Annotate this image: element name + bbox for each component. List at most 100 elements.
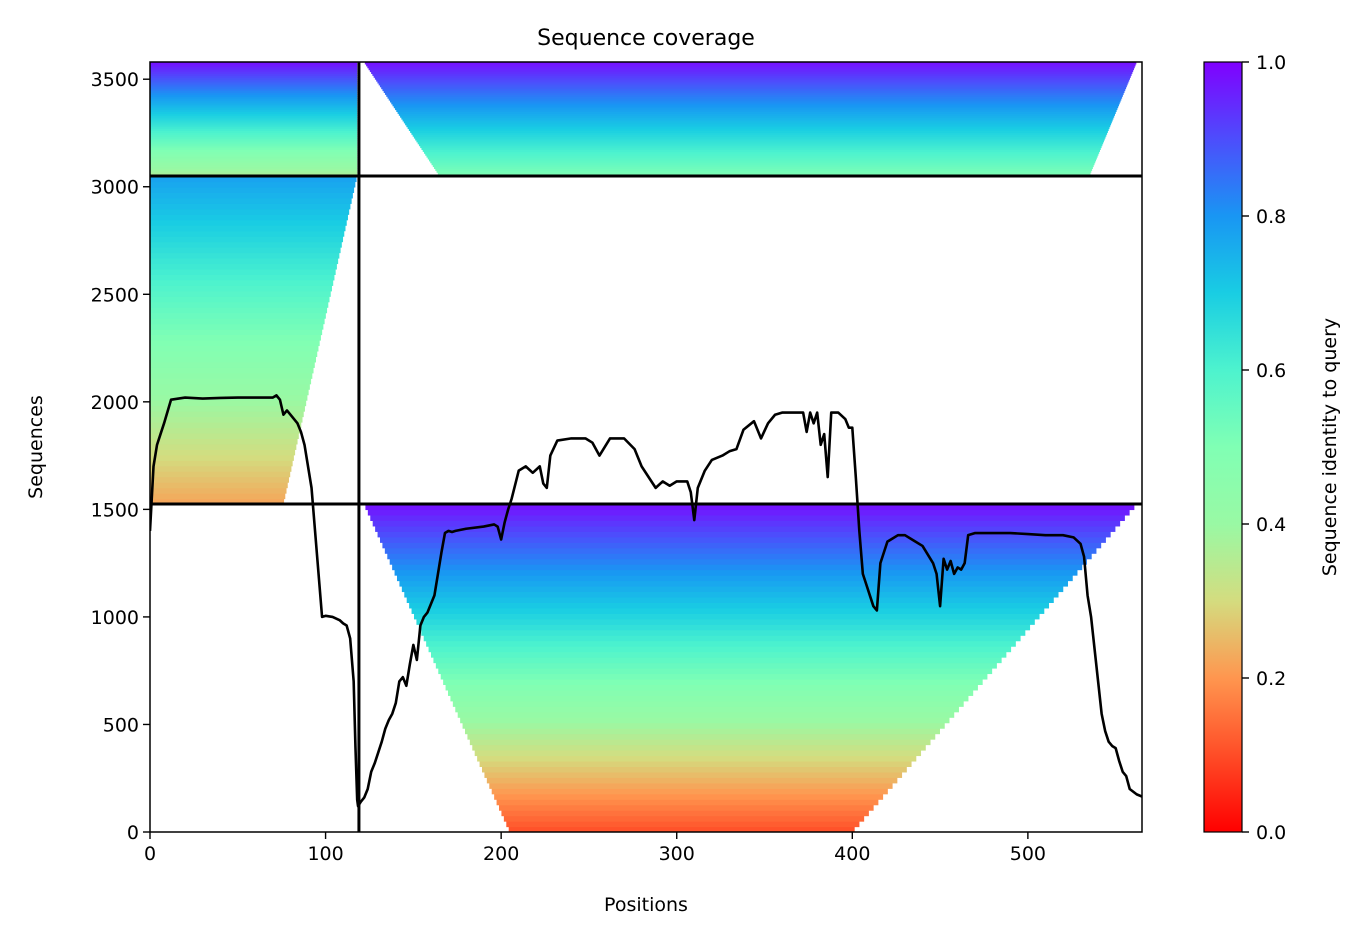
- heatmap-strip: [150, 147, 358, 150]
- heatmap-strip: [150, 117, 358, 120]
- plot-frame: [149, 61, 1143, 833]
- heatmap-strip: [409, 602, 1050, 609]
- heatmap-strip: [375, 525, 1116, 532]
- heatmap-strip: [401, 117, 1114, 120]
- heatmap-strip: [150, 268, 336, 275]
- heatmap-strip: [434, 166, 1093, 169]
- colorbar-tick-label: 1.0: [1256, 52, 1286, 74]
- heatmap-strip: [150, 274, 335, 281]
- heatmap-strip: [388, 98, 1122, 101]
- heatmap-strip: [150, 443, 297, 450]
- heatmap-strip: [399, 580, 1068, 587]
- heatmap-strip: [369, 69, 1134, 73]
- heatmap-strip: [150, 105, 358, 109]
- heatmap-strip: [150, 67, 358, 71]
- heatmap-strip: [392, 103, 1119, 107]
- heatmap-strip: [396, 575, 1073, 582]
- heatmap-strip: [400, 115, 1115, 118]
- heatmap-strip: [150, 168, 358, 171]
- coverage-line: [150, 394, 1142, 808]
- colorbar: 0.0 0.2 0.4 0.6 0.8 1.0 Sequence identity to …: [1203, 52, 1341, 844]
- plot-area: [150, 62, 1142, 832]
- heatmap-strip: [413, 136, 1106, 139]
- heatmap-strip: [432, 164, 1094, 168]
- heatmap-strip: [389, 558, 1087, 565]
- heatmap-strip: [150, 340, 320, 347]
- heatmap-strip: [450, 695, 969, 702]
- heatmap-strip: [379, 84, 1127, 88]
- heatmap-strip: [150, 166, 358, 169]
- heatmap-strip: [150, 145, 358, 149]
- heatmap-strip: [150, 149, 358, 152]
- heatmap-strip: [150, 79, 358, 82]
- x-tick-label: 100: [307, 843, 343, 865]
- heatmap-strip: [150, 100, 358, 103]
- heatmap-strip: [150, 329, 323, 336]
- heatmap-strip: [443, 678, 983, 685]
- heatmap-strip: [150, 301, 329, 308]
- heatmap-strip: [150, 356, 317, 363]
- heatmap-strip: [150, 139, 358, 143]
- heatmap-strip: [150, 82, 358, 86]
- heatmap-strip: [150, 107, 358, 111]
- chart-title: Sequence coverage: [537, 26, 755, 51]
- heatmap-strip: [431, 162, 1095, 166]
- heatmap-strip: [150, 493, 286, 500]
- heatmap-strip: [479, 760, 912, 767]
- heatmap-strip: [426, 640, 1016, 647]
- heatmap-strip: [378, 82, 1128, 86]
- heatmap-strip: [365, 504, 1135, 511]
- colorbar-label: Sequence identity to query: [1319, 318, 1341, 576]
- heatmap-strip: [467, 733, 936, 740]
- heatmap-strip: [150, 247, 341, 254]
- heatmap-strip: [150, 454, 294, 461]
- heatmap-strip: [150, 69, 358, 73]
- heatmap-strip: [403, 120, 1112, 124]
- heatmap-strip: [416, 618, 1035, 625]
- y-tick-label: 1500: [91, 499, 139, 521]
- heatmap-strip: [150, 263, 337, 270]
- heatmap-strip: [376, 79, 1130, 82]
- heatmap-strip: [150, 197, 352, 204]
- heatmap-strip: [408, 128, 1109, 131]
- heatmap-strip: [150, 126, 358, 130]
- heatmap-layer: [150, 62, 1137, 832]
- y-tick-label: 3500: [91, 69, 139, 91]
- heatmap-strip: [384, 92, 1124, 95]
- heatmap-strip: [150, 258, 339, 265]
- heatmap-strip: [150, 164, 358, 168]
- heatmap-strip: [150, 241, 342, 248]
- heatmap-strip: [150, 383, 310, 390]
- heatmap-strip: [417, 141, 1104, 145]
- heatmap-strip: [150, 203, 351, 210]
- heatmap-strip: [438, 668, 993, 675]
- colorbar-ticks: 0.0 0.2 0.4 0.6 0.8 1.0: [1242, 52, 1286, 844]
- y-axis-label: Sequences: [25, 395, 47, 499]
- heatmap-strip: [150, 73, 358, 76]
- heatmap-strip: [404, 591, 1059, 598]
- heatmap-strip: [150, 181, 356, 188]
- heatmap-strip: [503, 815, 865, 822]
- heatmap-strip: [150, 476, 289, 483]
- heatmap-strip: [398, 113, 1115, 116]
- heatmap-strip: [150, 449, 296, 456]
- heatmap-strip: [413, 613, 1040, 620]
- heatmap-strip: [150, 136, 358, 139]
- heatmap-strip: [381, 86, 1127, 90]
- heatmap-strip: [423, 635, 1021, 642]
- heatmap-strip: [430, 160, 1096, 164]
- colorbar-tick-label: 0.4: [1256, 514, 1286, 536]
- heatmap-strip: [150, 460, 293, 467]
- heatmap-strip: [150, 81, 358, 84]
- heatmap-strip: [150, 350, 318, 357]
- heatmap-strip: [396, 109, 1117, 112]
- colorbar-tick-label: 0.0: [1256, 822, 1286, 844]
- heatmap-strip: [377, 531, 1111, 538]
- heatmap-strip: [373, 75, 1131, 78]
- heatmap-strip: [150, 438, 298, 445]
- heatmap-strip: [150, 214, 348, 221]
- heatmap-strip: [150, 62, 358, 65]
- y-tick-label: 2500: [91, 284, 139, 306]
- heatmap-strip: [421, 629, 1026, 636]
- y-tick-label: 1000: [91, 607, 139, 629]
